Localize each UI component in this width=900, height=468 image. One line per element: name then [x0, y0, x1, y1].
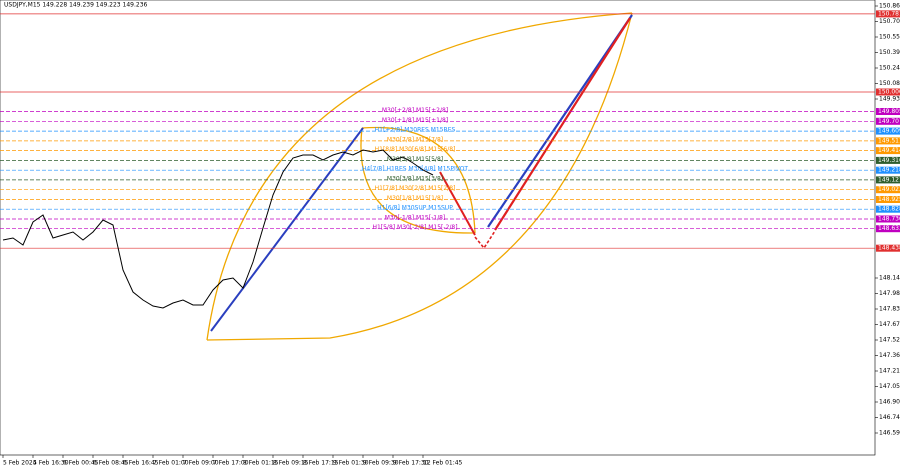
y-tick-label: 150.395 [879, 49, 900, 56]
level-name: H1[+2/8] M30RES M15RES [375, 127, 456, 134]
level-price: 149.414 [878, 147, 900, 154]
chart-title: USDJPY,M15 149.228 149.239 149.223 149.2… [4, 2, 148, 9]
y-tick-label: 147.675 [879, 321, 900, 328]
x-tick-label: 5 Feb 16:30 [33, 460, 69, 467]
level-price: 149.707 [878, 118, 900, 125]
level-price: 149.316 [878, 157, 900, 164]
level-name: M30[1/8] M15[1/8] [387, 195, 443, 202]
x-tick-label: 8 Feb 01:15 [243, 460, 279, 467]
level-price: 149.805 [878, 108, 900, 115]
level-name: M30[5/8] M15[5/8] [387, 156, 443, 163]
y-tick-label: 150.860 [879, 3, 900, 10]
inner-curve [360, 127, 476, 234]
y-tick-label: 150.550 [879, 34, 900, 41]
level-name: M30[+2/8] M15[+2/8] [382, 107, 448, 114]
x-tick-label: 9 Feb 01:30 [333, 460, 369, 467]
y-tick-label: 147.520 [879, 337, 900, 344]
price-label: 148.438 [878, 245, 900, 252]
level-price: 148.828 [878, 206, 900, 213]
y-tick-label: 147.985 [879, 290, 900, 297]
level-price-box [876, 215, 900, 223]
x-tick-label: 9 Feb 09:30 [363, 460, 399, 467]
level-price-box [876, 137, 900, 145]
y-tick-label: 148.140 [879, 275, 900, 282]
x-tick-label: 6 Feb 16:45 [123, 460, 159, 467]
y-tick-label: 147.055 [879, 383, 900, 390]
level-price-box [876, 196, 900, 203]
x-tick-label: 7 Feb 17:00 [213, 460, 249, 467]
price-label-box [876, 10, 900, 18]
x-tick-label: 7 Feb 01:00 [153, 460, 189, 467]
outer-curve [206, 12, 633, 341]
level-price: 148.925 [878, 196, 900, 203]
level-name: M30[7/8] M15[7/8] [387, 136, 443, 143]
price-line-series [2, 149, 434, 309]
level-price-box [876, 166, 900, 174]
level-price-box [876, 176, 900, 184]
x-tick-label: 8 Feb 17:15 [303, 460, 339, 467]
y-tick-label: 147.365 [879, 352, 900, 359]
x-tick-label: 6 Feb 08:45 [93, 460, 129, 467]
level-name: H4[7/8] H1RES M30[4/8] M15PIVOT [362, 166, 469, 173]
level-name: H1[6/8] M30SUP M15SUP [377, 205, 453, 212]
level-price-box [876, 205, 900, 213]
plot-frame [0, 0, 876, 456]
price-label: 150.781 [878, 10, 900, 17]
forecast-arrow [494, 17, 631, 231]
outer-curve [206, 12, 633, 341]
level-price-box [876, 127, 900, 135]
level-name: H1[5/8] M30[-2/8] M15[-2/8] [372, 224, 457, 231]
trend-line [210, 127, 364, 332]
level-name: H1[7/8] M30[2/8] M15[2/8] [375, 185, 456, 192]
y-tick-label: 147.830 [879, 306, 900, 313]
x-tick-label: 12 Feb 01:45 [423, 460, 463, 467]
level-price: 149.023 [878, 186, 900, 193]
price-label: 150.000 [878, 89, 900, 96]
y-tick-label: 150.240 [879, 65, 900, 72]
level-price: 148.730 [878, 216, 900, 223]
y-tick-label: 147.210 [879, 368, 900, 375]
forecast-path [474, 230, 496, 250]
y-tick-label: 146.590 [879, 430, 900, 437]
x-tick-label: 5 Feb 2024 [3, 460, 37, 467]
level-price: 149.609 [878, 128, 900, 135]
level-price: 148.633 [878, 225, 900, 232]
level-name: M30[3/8] M15[3/8] [387, 175, 443, 182]
level-name: M30[+1/8] M15[+1/8] [382, 117, 448, 124]
level-price-box [876, 186, 900, 194]
y-tick-label: 149.930 [879, 96, 900, 103]
x-tick-label: 8 Feb 09:15 [273, 460, 309, 467]
level-price: 149.121 [878, 176, 900, 183]
level-price: 149.218 [878, 167, 900, 174]
x-tick-label: 6 Feb 00:45 [63, 460, 99, 467]
level-price-box [876, 225, 900, 233]
price-label-box [876, 244, 900, 252]
level-name: M30[-1/8] M15[-1/8] [385, 215, 446, 222]
y-tick-label: 146.900 [879, 399, 900, 406]
level-price-box [876, 117, 900, 125]
price-label-box [876, 88, 900, 96]
y-tick-label: 146.745 [879, 414, 900, 421]
y-tick-label: 150.705 [879, 18, 900, 25]
level-price: 149.511 [878, 137, 900, 144]
level-price-box [876, 108, 900, 115]
level-price-box [876, 147, 900, 155]
level-price-box [876, 156, 900, 164]
x-tick-label: 7 Feb 09:00 [183, 460, 219, 467]
x-tick-label: 9 Feb 17:30 [393, 460, 429, 467]
y-tick-label: 150.085 [879, 80, 900, 87]
level-name: H1[8/8] M30[6/8] M15[6/8] [375, 146, 456, 153]
forecast-arrow [439, 171, 476, 236]
